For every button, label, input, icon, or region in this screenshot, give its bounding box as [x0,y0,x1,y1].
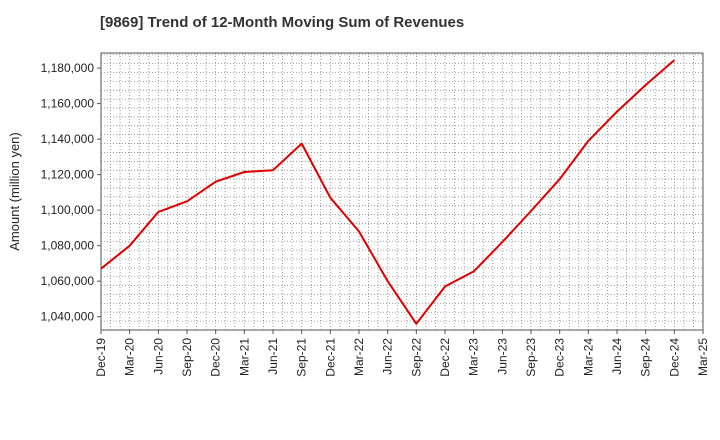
y-tick-label: 1,120,000 [41,168,95,182]
x-tick-label: Dec-20 [209,338,223,377]
x-tick-label: Sep-24 [639,338,653,377]
x-tick-label: Sep-21 [295,338,309,377]
x-tick-label: Sep-22 [409,338,423,377]
x-tick-label: Jun-24 [610,338,624,375]
x-tick-label: Mar-24 [581,338,595,376]
y-tick-label: 1,180,000 [41,61,95,75]
y-tick-label: 1,140,000 [41,132,95,146]
series-lines [100,59,675,325]
x-tick-label: Dec-21 [323,338,337,377]
x-tick-label: Jun-23 [495,338,509,375]
x-tick-label: Dec-23 [553,338,567,377]
x-tick-label: Mar-22 [352,338,366,376]
y-axis-label: Amount (million yen) [7,132,22,251]
x-tick-label: Dec-22 [438,338,452,377]
y-tick-label: 1,080,000 [41,239,95,253]
x-tick-label: Mar-21 [237,338,251,376]
x-tick-label: Jun-21 [266,338,280,375]
x-tick-label: Jun-22 [381,338,395,375]
grid-lines [100,53,703,331]
x-tick-label: Sep-20 [180,338,194,377]
y-tick-label: 1,160,000 [41,97,95,111]
chart-title: [9869] Trend of 12-Month Moving Sum of R… [100,14,465,31]
x-tick-label: Sep-23 [524,338,538,377]
series-line [100,59,675,325]
x-tick-label: Mar-20 [123,338,137,376]
y-axis-ticks: 1,040,000 1,060,000 1,080,000 1,100,000 1,12… [41,61,101,324]
y-tick-label: 1,100,000 [41,203,95,217]
x-tick-label: Mar-23 [467,338,481,376]
x-tick-label: Dec-24 [667,338,681,377]
x-tick-label: Jun-20 [151,338,165,375]
y-tick-label: 1,060,000 [41,274,95,288]
y-tick-label: 1,040,000 [41,310,95,324]
x-tick-label: Dec-19 [94,338,108,377]
x-axis-ticks: Dec-19 Mar-20 Jun-20 Sep-20 Dec-20 Mar-21 Jun-… [94,330,710,377]
plot-area-frame [100,52,704,331]
x-tick-label: Mar-25 [696,338,710,376]
